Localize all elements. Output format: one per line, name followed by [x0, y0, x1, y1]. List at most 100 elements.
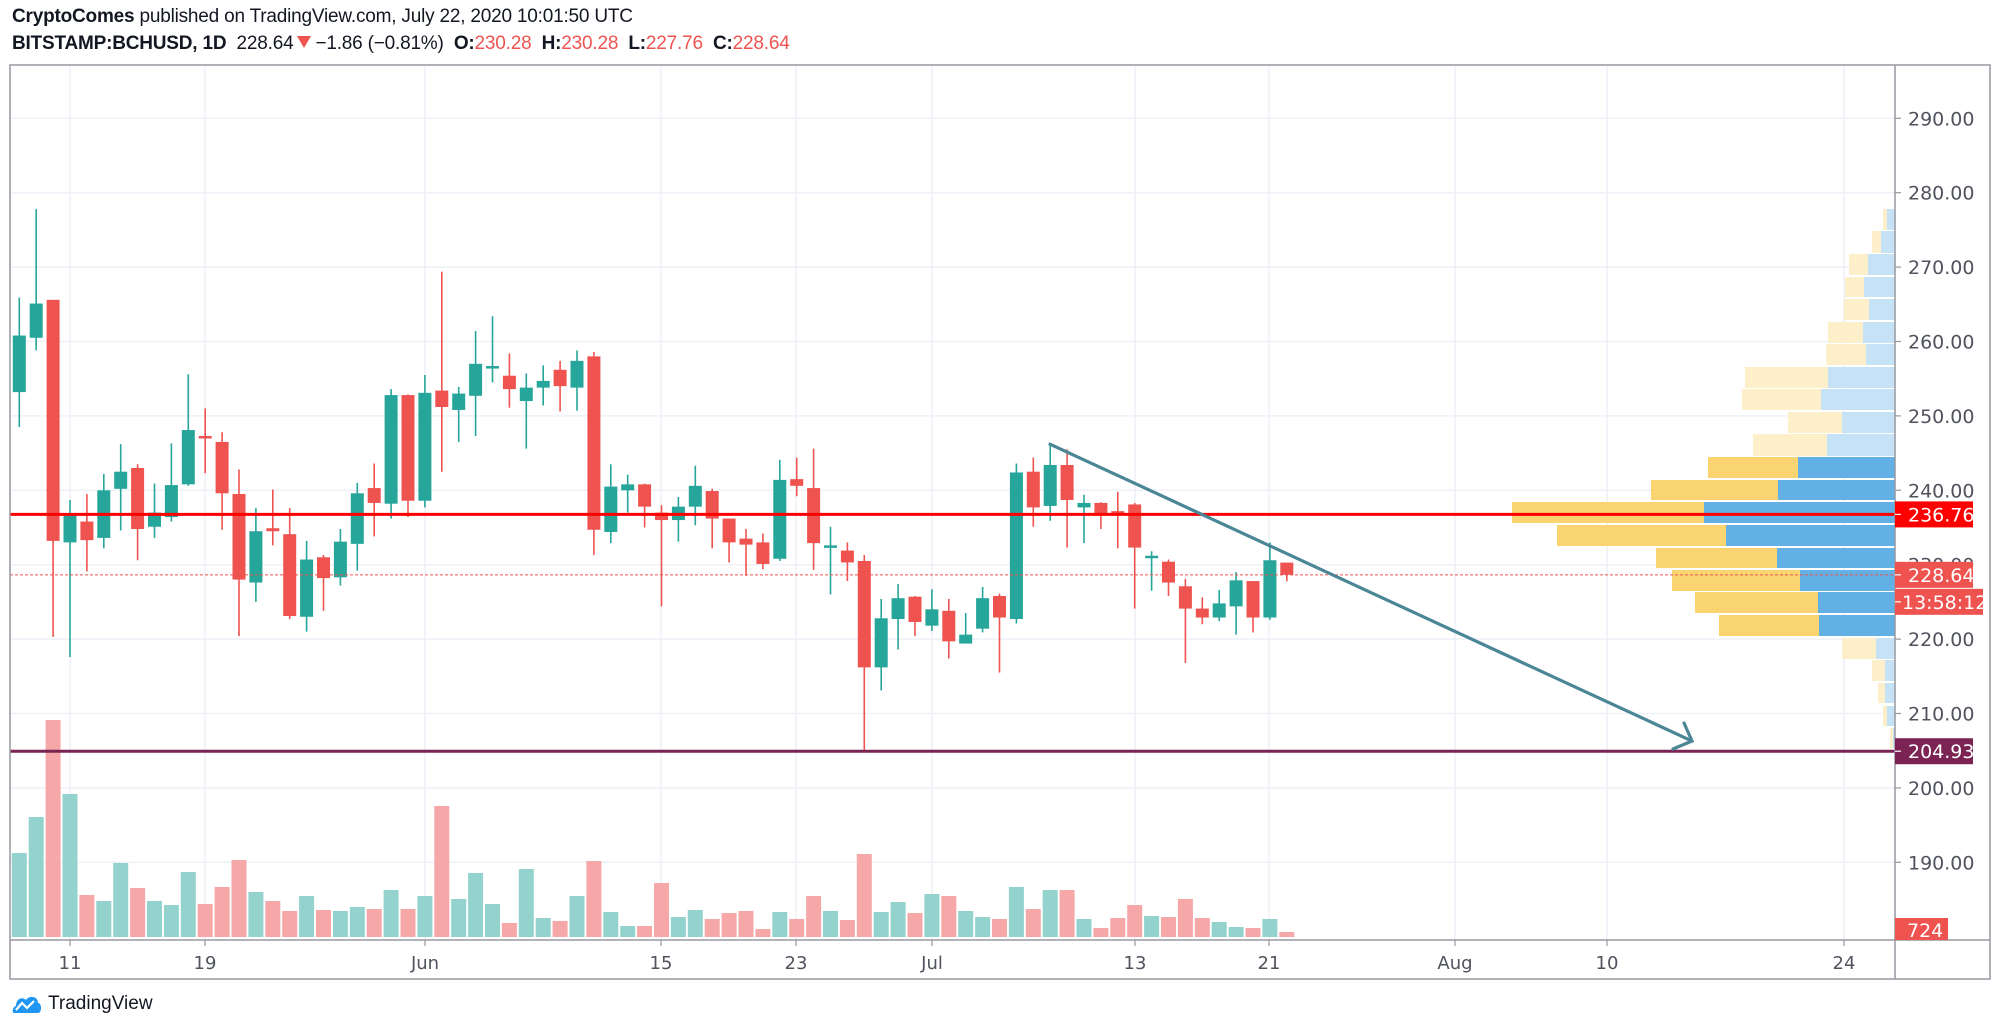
volume-bar [806, 896, 822, 937]
price-tick-label: 220.00 [1908, 629, 1974, 651]
volume-bar [603, 912, 619, 937]
time-tick-label: 13 [1124, 953, 1147, 974]
time-tick-label: Jul [920, 953, 943, 974]
price-label-badge[interactable] [1895, 561, 1973, 588]
publish-info: CryptoComes published on TradingView.com… [12, 6, 633, 28]
trend-arrow[interactable] [1048, 442, 1695, 751]
volume-profile-row-up [1863, 322, 1895, 343]
candle-body [435, 390, 449, 407]
volume-bar [417, 896, 433, 937]
volume-bar [1110, 918, 1126, 937]
volume-bar [958, 911, 974, 937]
candle-body [486, 366, 499, 369]
time-tick-label: Aug [1437, 953, 1472, 974]
price-tick-label: 290.00 [1908, 108, 1974, 130]
volume-profile-row-up [1821, 389, 1895, 410]
triangle-down-icon [297, 36, 312, 48]
volume-profile-row-up [1887, 209, 1895, 230]
volume-bar [873, 912, 889, 937]
price-label-badge[interactable] [1895, 738, 1973, 765]
horizontal-lines[interactable] [10, 512, 1895, 753]
volume-profile-row-up [1887, 706, 1895, 726]
candle-body [638, 484, 652, 507]
candle-body [317, 557, 330, 579]
price-tick-label: 280.00 [1908, 183, 1974, 205]
candle-body [283, 534, 297, 617]
volume-bar [79, 895, 95, 937]
candle-body [536, 380, 550, 388]
volume-bar [316, 910, 331, 937]
volume-bar [518, 869, 534, 937]
candle-body [722, 518, 736, 543]
price-chart[interactable]: 290.00 280.00 270.00 260.00 250.00 240.00 230.… [0, 0, 2000, 990]
footer-brand[interactable]: TradingView [12, 993, 153, 1015]
candle-body [215, 441, 229, 494]
volume-bar [637, 926, 653, 937]
price-tick-label: 260.00 [1908, 332, 1974, 354]
volume-bar [1059, 890, 1075, 937]
price-label-badge[interactable] [1895, 501, 1973, 528]
candle-body [452, 393, 466, 410]
volume-bar [1228, 927, 1244, 937]
candle-body [790, 479, 804, 486]
candle-body [1263, 560, 1277, 618]
volume-bar [1194, 918, 1210, 937]
time-tick-label: 10 [1596, 953, 1619, 974]
volume-profile-row-up [1876, 638, 1895, 659]
volume-bar [299, 896, 315, 937]
arrow-head-icon[interactable] [1671, 721, 1695, 751]
volume-label-text: 724 [1907, 920, 1943, 942]
high-label: H: [541, 33, 562, 54]
price-label-badge[interactable] [1895, 588, 1983, 615]
volume-bar [11, 853, 27, 937]
candle-body [131, 467, 145, 529]
volume-bar [890, 902, 906, 937]
volume-profile-row-up [1704, 502, 1895, 523]
volume-bar [282, 911, 298, 937]
candle-body [1077, 502, 1091, 508]
volume-bar [501, 923, 517, 937]
volume-bar [400, 909, 416, 937]
candle-body [688, 485, 702, 507]
candle-body [333, 541, 347, 578]
candlesticks [12, 209, 1294, 750]
volume-profile-row-up [1868, 254, 1895, 275]
candle-body [1229, 580, 1243, 607]
author-name[interactable]: CryptoComes [12, 6, 135, 27]
candle-body [840, 550, 854, 563]
volume-bar [839, 920, 855, 937]
candle-body [198, 435, 212, 439]
volume-bar [755, 929, 771, 937]
volume-bar [552, 921, 568, 937]
volume-bar [349, 907, 365, 937]
time-tick-label: 24 [1833, 953, 1856, 974]
candle-body [942, 610, 956, 642]
volume-bar [1262, 919, 1278, 937]
price-axis[interactable]: 290.00280.00270.00260.00250.00240.00230.… [1895, 108, 1987, 942]
volume-bar [130, 888, 146, 937]
volume-bar [1042, 890, 1058, 937]
last-price: 228.64 [236, 33, 294, 54]
candle-body [249, 531, 263, 583]
volume-bar [163, 905, 179, 937]
candle-body [300, 559, 314, 617]
candle-body [350, 493, 364, 544]
time-axis[interactable]: 11 19 Jun 15 23 Jul 13 21 Aug 10 24 [59, 940, 1856, 974]
price-tick-label: 190.00 [1908, 852, 1974, 874]
candle-body [908, 596, 922, 622]
volume-profile-row-up [1881, 231, 1895, 253]
volume-profile [1512, 209, 1895, 748]
candle-body [621, 484, 635, 491]
low-label: L: [628, 33, 646, 54]
volume-bar [687, 910, 703, 937]
candle-body [114, 471, 128, 489]
candle-body [1094, 502, 1108, 516]
volume-profile-row-up [1778, 480, 1895, 500]
volume-bar [1245, 928, 1261, 937]
price-tick-label: 270.00 [1908, 257, 1974, 279]
price-tick-label: 200.00 [1908, 778, 1974, 800]
volume-bar [670, 917, 686, 937]
volume-bar [907, 913, 923, 937]
trend-line[interactable] [1048, 442, 1694, 743]
volume-bar [113, 863, 129, 937]
